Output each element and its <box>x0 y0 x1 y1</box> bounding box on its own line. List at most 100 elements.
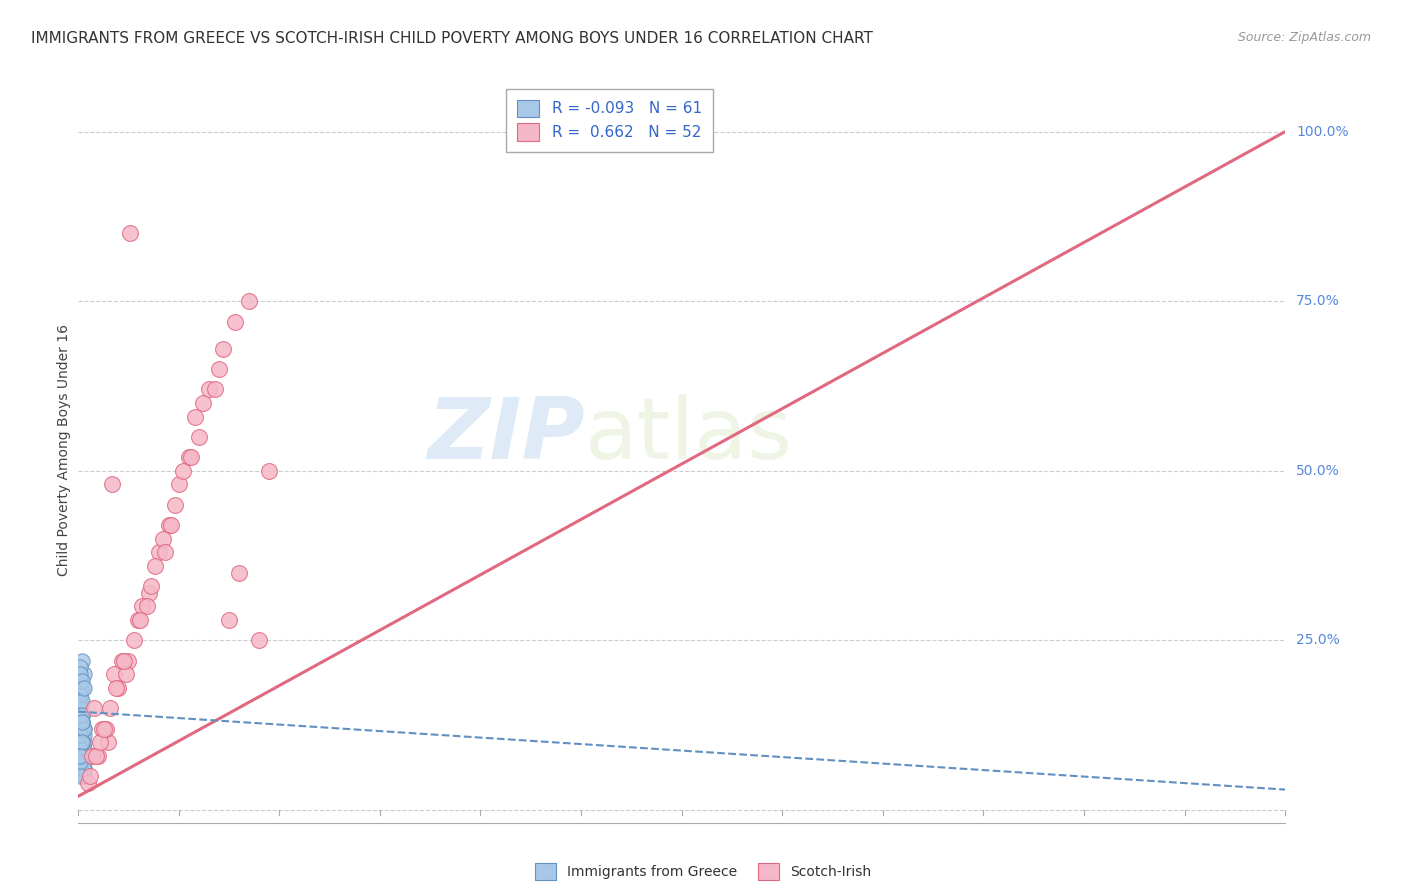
Point <box>91 722 114 736</box>
Point <box>89 735 111 749</box>
Point <box>69 674 91 689</box>
Point <box>224 315 246 329</box>
Point <box>184 409 207 424</box>
Point <box>148 545 170 559</box>
Point <box>105 681 128 695</box>
Point <box>70 722 93 736</box>
Point <box>159 518 181 533</box>
Point <box>73 748 96 763</box>
Text: IMMIGRANTS FROM GREECE VS SCOTCH-IRISH CHILD POVERTY AMONG BOYS UNDER 16 CORRELA: IMMIGRANTS FROM GREECE VS SCOTCH-IRISH C… <box>31 31 873 46</box>
Point <box>69 694 91 708</box>
Point <box>69 769 91 783</box>
Point <box>70 714 93 729</box>
Point <box>77 776 100 790</box>
Point <box>157 518 180 533</box>
Point <box>70 748 93 763</box>
Point <box>208 362 231 376</box>
Point <box>70 748 93 763</box>
Point <box>218 613 240 627</box>
Point <box>228 566 250 580</box>
Point <box>153 545 176 559</box>
Text: 50.0%: 50.0% <box>1296 464 1340 478</box>
Point <box>79 769 101 783</box>
Point <box>70 654 93 668</box>
Point <box>70 708 93 723</box>
Point <box>73 748 96 763</box>
Point <box>120 227 142 241</box>
Point <box>69 701 91 715</box>
Text: Source: ZipAtlas.com: Source: ZipAtlas.com <box>1237 31 1371 45</box>
Point <box>163 498 186 512</box>
Point <box>115 667 138 681</box>
Point <box>69 748 91 763</box>
Point <box>69 681 91 695</box>
Point <box>70 728 93 742</box>
Point <box>103 667 125 681</box>
Point <box>73 667 96 681</box>
Point <box>70 708 93 723</box>
Point <box>69 742 91 756</box>
Text: 75.0%: 75.0% <box>1296 294 1340 309</box>
Point <box>191 396 214 410</box>
Point <box>70 714 93 729</box>
Legend: Immigrants from Greece, Scotch-Irish: Immigrants from Greece, Scotch-Irish <box>530 858 876 885</box>
Point <box>70 762 93 776</box>
Point <box>73 769 96 783</box>
Point <box>143 558 166 573</box>
Point <box>70 756 93 770</box>
Point <box>247 633 270 648</box>
Point <box>69 728 91 742</box>
Point <box>82 748 104 763</box>
Point <box>73 769 96 783</box>
Point <box>69 701 91 715</box>
Text: ZIP: ZIP <box>427 394 585 477</box>
Point <box>69 694 91 708</box>
Point <box>204 383 226 397</box>
Point <box>139 579 162 593</box>
Text: 100.0%: 100.0% <box>1296 125 1348 138</box>
Point <box>73 762 96 776</box>
Point <box>73 722 96 736</box>
Point <box>127 613 149 627</box>
Point <box>167 477 190 491</box>
Point <box>73 756 96 770</box>
Point <box>107 681 129 695</box>
Point <box>73 681 96 695</box>
Point <box>187 430 209 444</box>
Point <box>87 748 110 763</box>
Point <box>69 722 91 736</box>
Point <box>73 742 96 756</box>
Point <box>69 714 91 729</box>
Point <box>124 633 146 648</box>
Point <box>70 742 93 756</box>
Point <box>70 714 93 729</box>
Point <box>117 654 139 668</box>
Point <box>70 735 93 749</box>
Point <box>69 701 91 715</box>
Point <box>69 748 91 763</box>
Text: atlas: atlas <box>585 394 793 477</box>
Point <box>96 722 118 736</box>
Text: 25.0%: 25.0% <box>1296 633 1340 648</box>
Point <box>70 722 93 736</box>
Point <box>73 722 96 736</box>
Y-axis label: Child Poverty Among Boys Under 16: Child Poverty Among Boys Under 16 <box>58 325 72 576</box>
Legend: R = -0.093   N = 61, R =  0.662   N = 52: R = -0.093 N = 61, R = 0.662 N = 52 <box>506 89 713 152</box>
Point <box>73 735 96 749</box>
Point <box>138 586 160 600</box>
Point <box>84 748 107 763</box>
Point <box>257 464 280 478</box>
Point <box>135 599 157 614</box>
Point <box>70 742 93 756</box>
Point <box>101 477 124 491</box>
Point <box>73 762 96 776</box>
Point <box>70 714 93 729</box>
Point <box>70 735 93 749</box>
Point <box>69 688 91 702</box>
Point <box>112 654 135 668</box>
Point <box>69 688 91 702</box>
Point <box>212 342 235 356</box>
Point <box>69 756 91 770</box>
Point <box>70 708 93 723</box>
Point <box>69 756 91 770</box>
